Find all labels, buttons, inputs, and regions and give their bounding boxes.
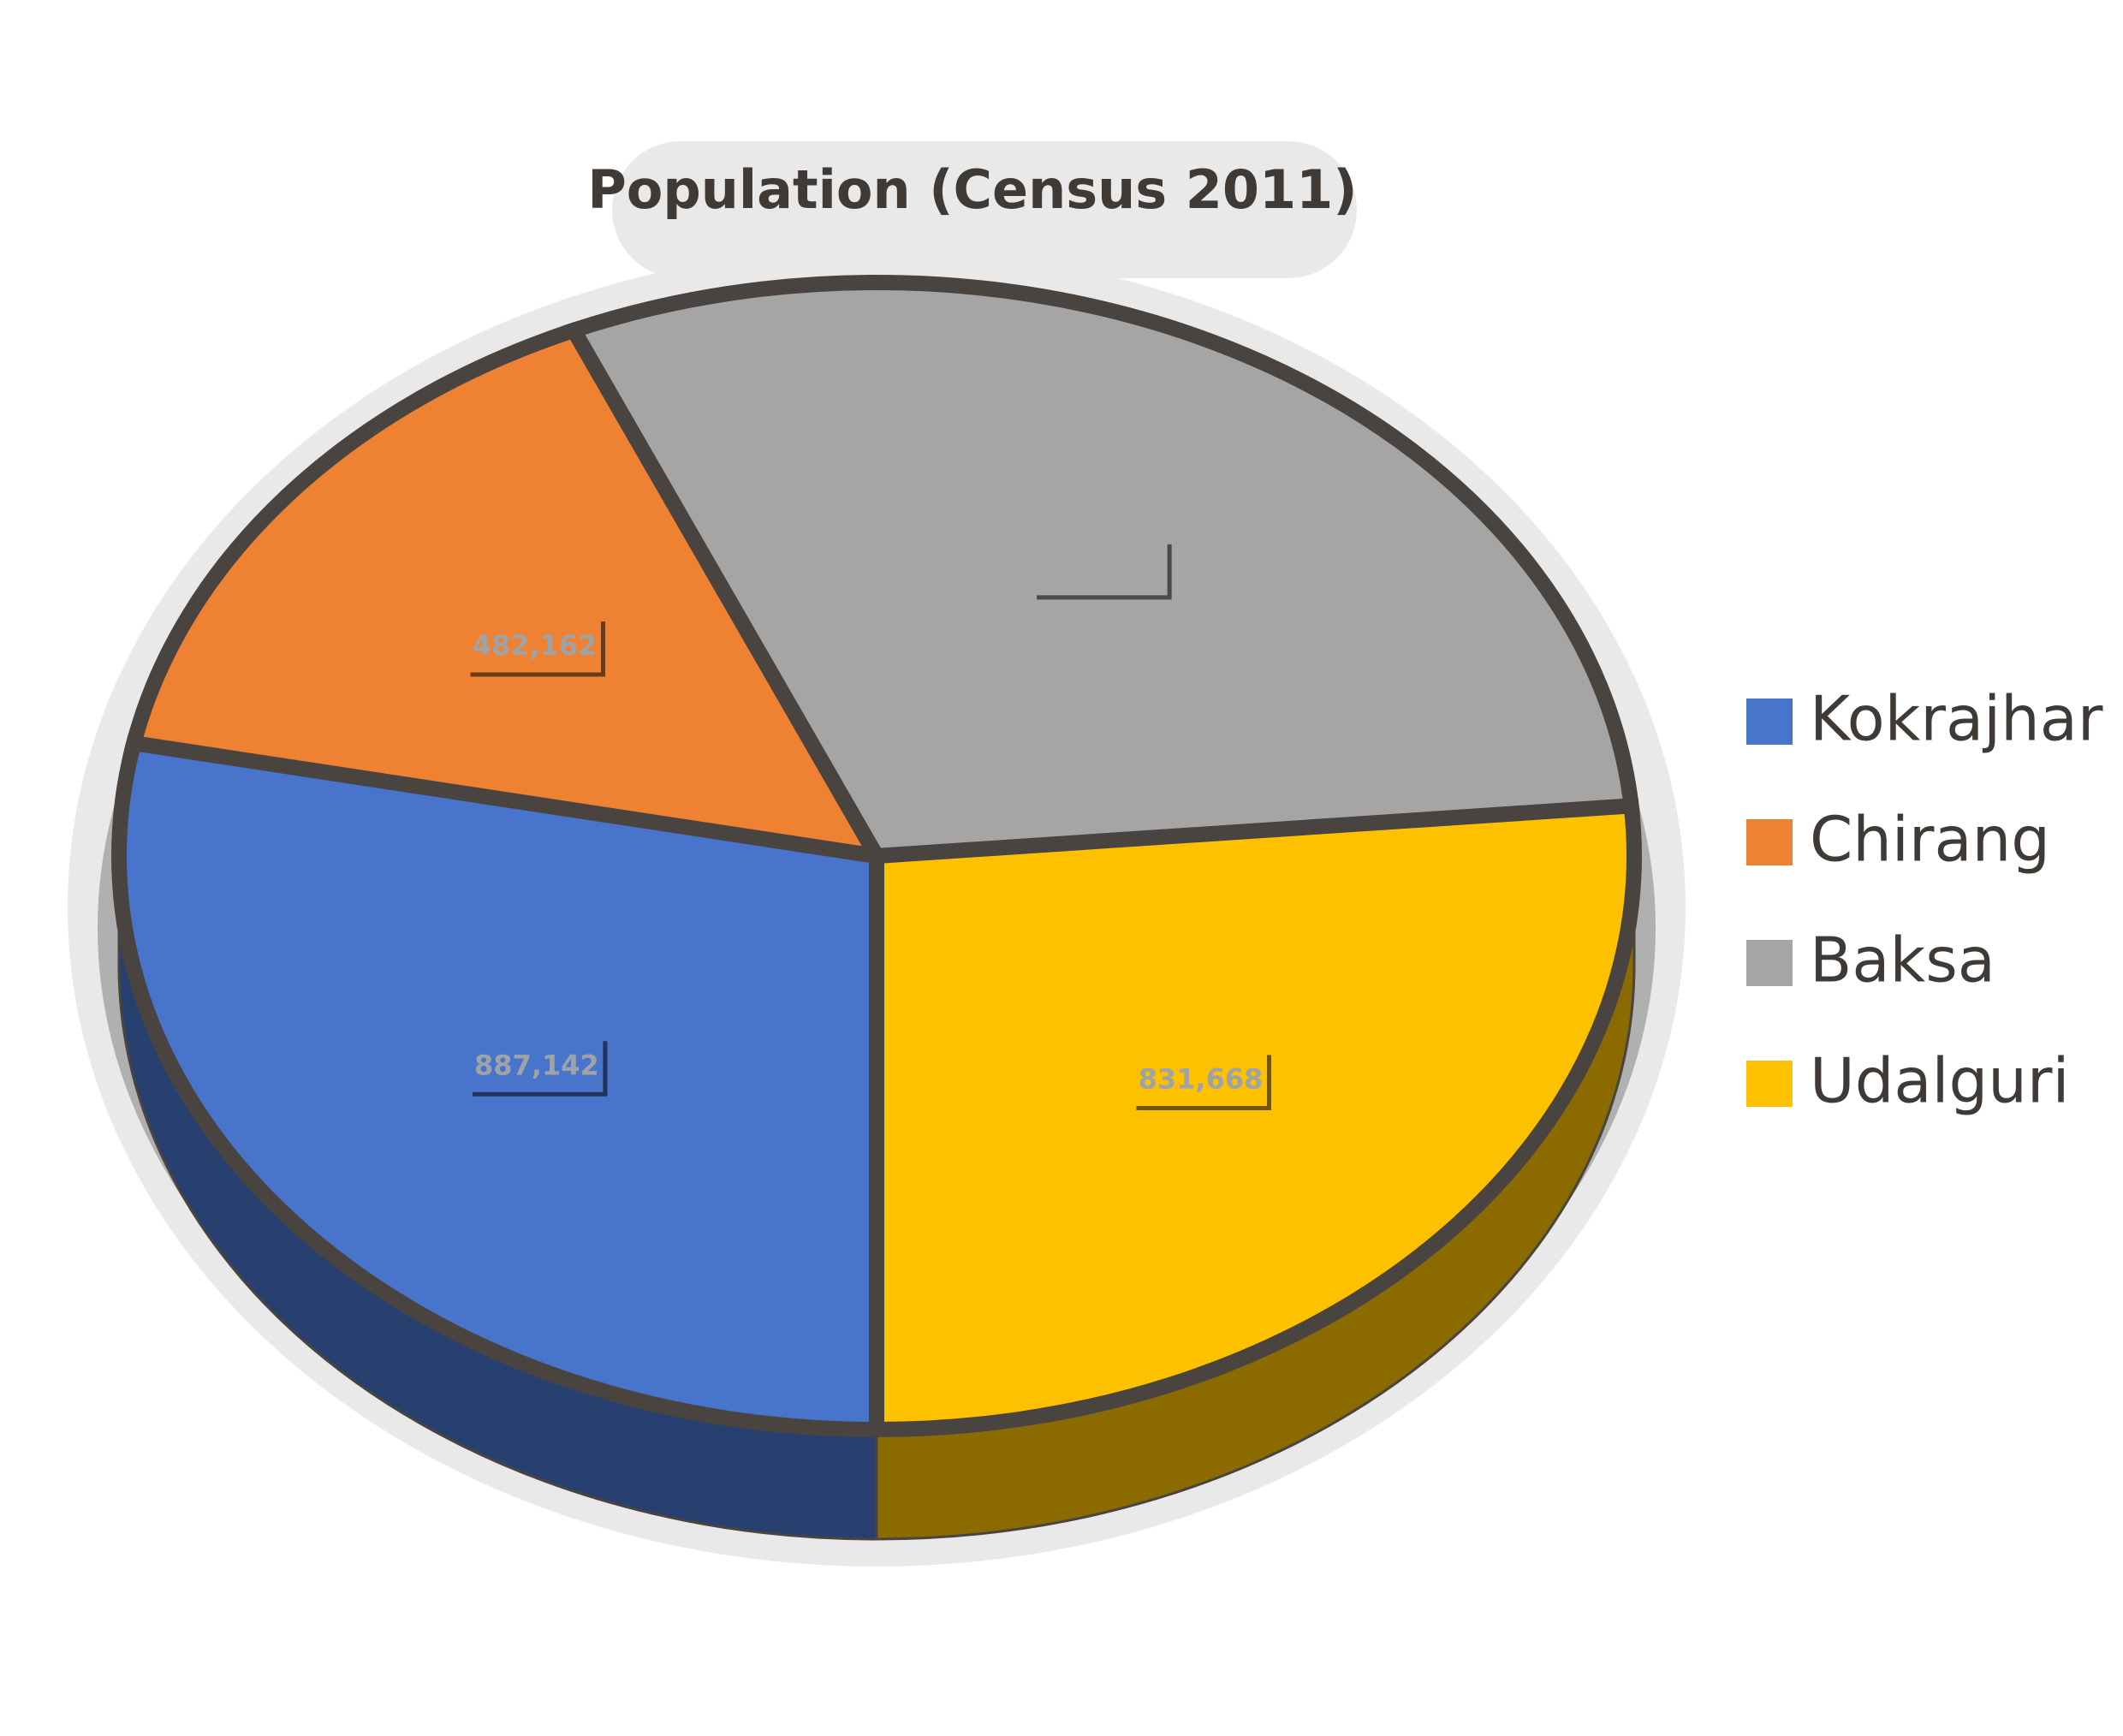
legend: Kokrajhar Chirang Baksa Udalguri <box>1746 683 2103 1117</box>
title-halo <box>612 141 1357 278</box>
label-box <box>470 621 606 677</box>
chart-title: Population (Census 2011) <box>587 158 1357 221</box>
data-label: 831,668 <box>1139 1062 1264 1095</box>
legend-label: Kokrajhar <box>1810 683 2103 755</box>
data-label: 482,162 <box>473 629 598 662</box>
legend-swatch <box>1746 699 1793 745</box>
slice <box>562 275 1640 865</box>
pie: 887,142 482,162 831,668 <box>98 275 1656 1541</box>
data-label: 887,142 <box>474 1049 599 1081</box>
slice <box>124 321 892 866</box>
legend-swatch <box>1746 940 1793 986</box>
label-box <box>472 1041 608 1097</box>
label-box <box>1136 1055 1271 1110</box>
legend-label: Chirang <box>1810 804 2050 876</box>
label-box <box>1037 544 1172 600</box>
legend-label: Udalguri <box>1810 1045 2069 1117</box>
slice <box>869 797 1642 1438</box>
legend-swatch <box>1746 819 1793 865</box>
slice <box>111 734 884 1438</box>
legend-swatch <box>1746 1061 1793 1107</box>
legend-label: Baksa <box>1810 924 1995 996</box>
